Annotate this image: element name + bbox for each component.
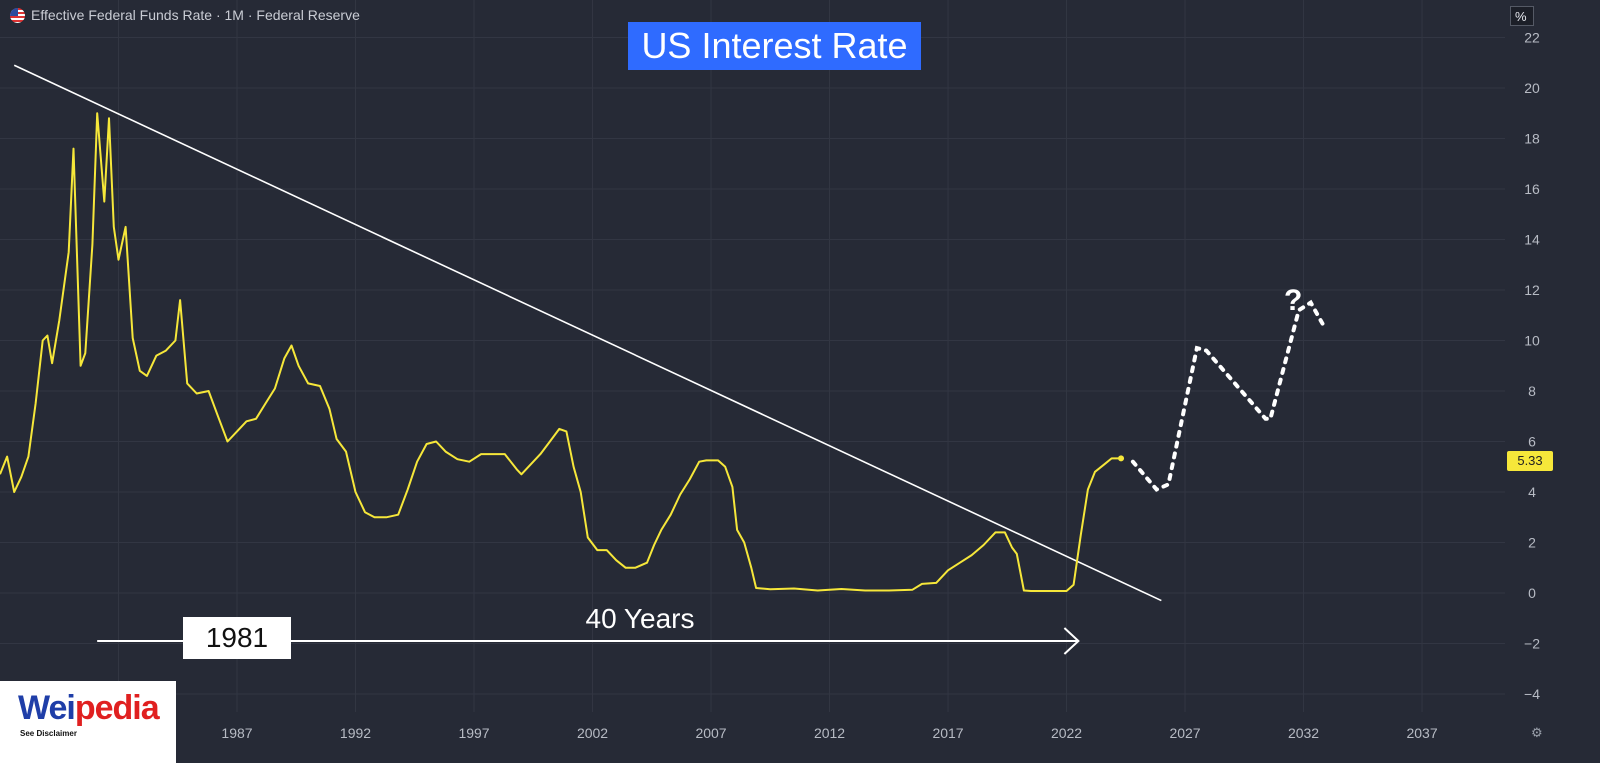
logo-disclaimer: See Disclaimer: [20, 729, 77, 738]
x-tick-label: 2002: [577, 725, 608, 741]
x-tick-label: 2012: [814, 725, 845, 741]
x-tick-label: 1997: [458, 725, 489, 741]
y-tick-label: 2: [1528, 535, 1536, 551]
y-tick-label: 20: [1524, 80, 1540, 96]
x-tick-label: 2007: [695, 725, 726, 741]
x-tick-label: 1992: [340, 725, 371, 741]
weipedia-logo: Weipedia See Disclaimer: [0, 681, 176, 763]
y-tick-label: 16: [1524, 181, 1540, 197]
y-tick-label: −2: [1524, 636, 1540, 652]
x-tick-label: 2032: [1288, 725, 1319, 741]
chart-header: Effective Federal Funds Rate · 1M · Fede…: [10, 7, 360, 23]
y-tick-label: 18: [1524, 131, 1540, 147]
y-tick-label: 0: [1528, 585, 1536, 601]
x-tick-label: 2022: [1051, 725, 1082, 741]
y-tick-label: 22: [1524, 30, 1540, 46]
projection-dotted-line: [1130, 299, 1327, 492]
y-tick-label: 6: [1528, 434, 1536, 450]
last-value-badge: 5.33: [1507, 451, 1553, 471]
chart-title: US Interest Rate: [628, 22, 921, 70]
grid-lines: [0, 0, 1505, 712]
y-tick-label: −4: [1524, 686, 1540, 702]
start-year-annotation: 1981: [183, 617, 291, 659]
x-tick-label: 2017: [932, 725, 963, 741]
unit-button[interactable]: %: [1510, 6, 1534, 26]
y-tick-label: 8: [1528, 383, 1536, 399]
x-axis-ticks: 1982198719921997200220072012201720222027…: [103, 725, 1438, 741]
us-flag-icon: [10, 7, 25, 23]
range-arrow-head: [1063, 627, 1080, 655]
symbol-title: Effective Federal Funds Rate · 1M · Fede…: [31, 7, 360, 23]
trendline: [13, 64, 1162, 602]
series-end-point: [1118, 455, 1125, 462]
y-tick-label: 14: [1524, 232, 1540, 248]
x-tick-label: 1987: [221, 725, 252, 741]
x-tick-label: 2037: [1406, 725, 1437, 741]
logo-part1: Wei: [18, 689, 76, 727]
span-annotation: 40 Years: [585, 603, 695, 634]
y-tick-label: 4: [1528, 484, 1536, 500]
y-axis-ticks: −4 −2 0 2 4 6 8 10 12 14 16 18 20 22: [1524, 30, 1540, 703]
series-line-fed-funds: [0, 112, 1121, 592]
settings-icon[interactable]: ⚙: [1531, 725, 1543, 740]
logo-part2: pedia: [74, 689, 160, 727]
y-tick-label: 12: [1524, 282, 1540, 298]
x-tick-label: 2027: [1169, 725, 1200, 741]
y-tick-label: 10: [1524, 333, 1540, 349]
question-annotation: ?: [1284, 284, 1303, 317]
